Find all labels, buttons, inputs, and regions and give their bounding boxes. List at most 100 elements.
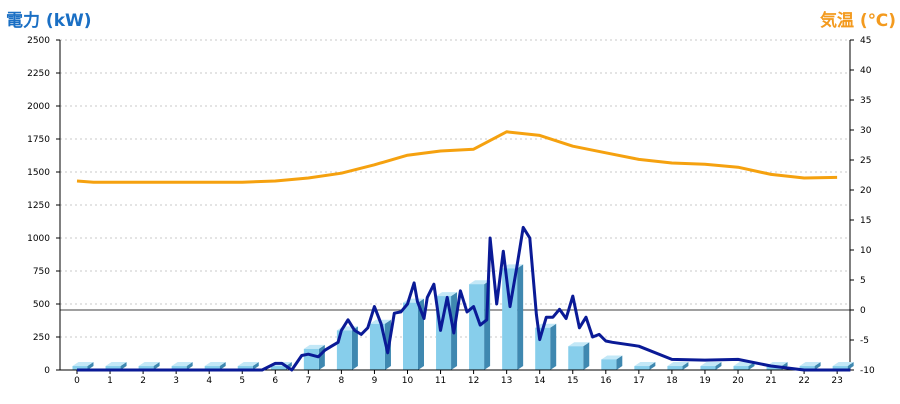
x-tick-label: 11	[435, 376, 446, 386]
bar	[105, 366, 121, 370]
x-tick-label: 19	[699, 376, 711, 386]
left-tick-label: 1500	[27, 168, 50, 178]
bar-side	[351, 326, 358, 370]
bar-top	[700, 362, 722, 367]
x-tick-label: 10	[402, 376, 414, 386]
bar	[766, 366, 782, 370]
bar-side	[715, 362, 722, 370]
bar	[799, 366, 815, 370]
bar	[667, 366, 683, 370]
bar-side	[682, 362, 689, 370]
bar-top	[237, 362, 259, 367]
bar	[204, 366, 220, 370]
bar-side	[583, 342, 590, 370]
bar-side	[550, 323, 557, 370]
bar	[601, 359, 617, 370]
bar-side	[748, 362, 755, 370]
bar	[336, 330, 352, 370]
left-tick-label: 1250	[27, 201, 50, 211]
bar-side	[649, 362, 656, 370]
bar-top	[436, 292, 458, 297]
right-tick-label: 15	[860, 216, 871, 226]
x-tick-label: 23	[831, 376, 842, 386]
bar-side	[847, 362, 854, 370]
x-tick-label: 12	[468, 376, 479, 386]
right-axis-title: 気温 (℃)	[819, 11, 896, 31]
left-tick-label: 2250	[27, 69, 50, 79]
x-tick-label: 14	[534, 376, 546, 386]
left-tick-label: 750	[33, 267, 50, 277]
right-tick-label: 5	[860, 276, 866, 286]
x-tick-label: 8	[339, 376, 345, 386]
bar	[568, 346, 584, 370]
right-tick-label: -10	[860, 366, 875, 376]
x-tick-label: 3	[173, 376, 179, 386]
temperature-line	[76, 130, 838, 184]
bar	[832, 366, 848, 370]
x-tick-label: 17	[633, 376, 644, 386]
bar-top	[105, 362, 127, 367]
left-tick-label: 2500	[27, 36, 50, 46]
bar	[303, 348, 319, 370]
bar	[469, 284, 485, 370]
left-tick-label: 2000	[27, 102, 50, 112]
right-tick-label: 35	[860, 96, 871, 106]
bar	[237, 366, 253, 370]
right-tick-label: 10	[860, 246, 872, 256]
bar-side	[814, 362, 821, 370]
x-tick-label: 2	[140, 376, 146, 386]
bar-top	[634, 362, 656, 367]
right-tick-label: 20	[860, 186, 872, 196]
right-tick-label: 0	[860, 306, 866, 316]
bar-side	[186, 362, 193, 370]
bar	[403, 302, 418, 370]
left-tick-label: 500	[33, 300, 50, 310]
bar	[733, 366, 749, 370]
bar-top	[667, 362, 689, 367]
bar-top	[303, 344, 325, 349]
x-tick-label: 21	[765, 376, 776, 386]
left-axis-title: 電力 (kW)	[6, 11, 92, 31]
x-tick-label: 9	[372, 376, 378, 386]
right-tick-label: 25	[860, 156, 871, 166]
bar-side	[120, 362, 127, 370]
bar-top	[799, 362, 821, 367]
bar-top	[832, 362, 854, 367]
left-tick-label: 250	[33, 333, 50, 343]
bar-top	[138, 362, 160, 367]
x-tick-label: 6	[272, 376, 278, 386]
bar-side	[87, 362, 94, 370]
bar	[369, 323, 385, 370]
bar	[436, 296, 452, 370]
bar-top	[469, 280, 491, 285]
bar-side	[616, 355, 623, 370]
x-tick-label: 4	[206, 376, 212, 386]
bar	[634, 366, 650, 370]
x-tick-label: 5	[239, 376, 245, 386]
right-tick-label: 40	[860, 66, 872, 76]
bar	[270, 366, 286, 370]
bar-side	[153, 362, 160, 370]
x-tick-label: 7	[305, 376, 311, 386]
x-tick-label: 20	[732, 376, 744, 386]
x-tick-label: 18	[666, 376, 678, 386]
bar	[138, 366, 154, 370]
bar-top	[72, 362, 94, 367]
x-tick-label: 0	[74, 376, 80, 386]
x-tick-label: 16	[600, 376, 612, 386]
x-tick-label: 13	[501, 376, 512, 386]
left-tick-label: 0	[44, 366, 50, 376]
bar-side	[517, 264, 524, 370]
bar	[700, 366, 716, 370]
right-tick-label: 30	[860, 126, 872, 136]
x-tick-label: 15	[567, 376, 578, 386]
bar-top	[568, 342, 590, 347]
left-tick-label: 1750	[27, 135, 50, 145]
left-tick-label: 1000	[27, 234, 50, 244]
bar-side	[219, 362, 226, 370]
bar-top	[601, 355, 623, 360]
right-tick-label: -5	[860, 336, 869, 346]
power-line	[77, 225, 851, 372]
